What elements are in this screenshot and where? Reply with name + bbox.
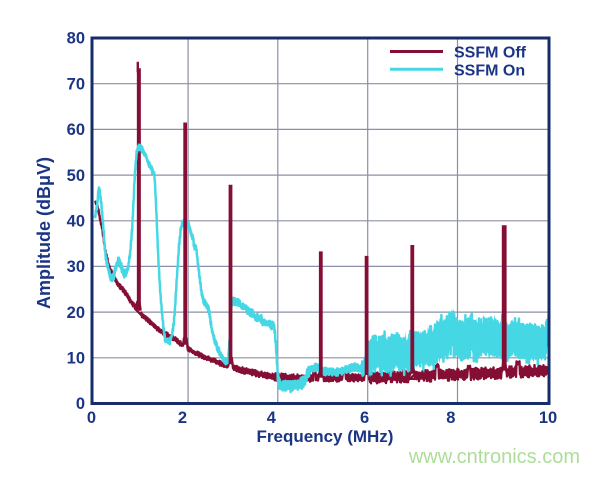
svg-text:50: 50 — [67, 167, 85, 185]
svg-text:60: 60 — [67, 121, 85, 139]
svg-text:SSFM On: SSFM On — [454, 62, 525, 79]
svg-text:40: 40 — [67, 212, 85, 230]
svg-text:10: 10 — [539, 409, 557, 427]
svg-text:4: 4 — [267, 409, 277, 427]
svg-text:2: 2 — [178, 409, 187, 427]
svg-text:Frequency (MHz): Frequency (MHz) — [257, 427, 394, 446]
svg-text:70: 70 — [67, 75, 85, 93]
svg-text:20: 20 — [67, 304, 85, 322]
svg-text:30: 30 — [67, 258, 85, 276]
svg-text:www.cntronics.com: www.cntronics.com — [408, 446, 580, 468]
svg-text:0: 0 — [87, 409, 96, 427]
svg-text:6: 6 — [360, 409, 369, 427]
svg-text:10: 10 — [67, 350, 85, 368]
svg-text:80: 80 — [67, 30, 85, 48]
svg-text:Amplitude (dBμV): Amplitude (dBμV) — [34, 157, 54, 309]
svg-text:8: 8 — [446, 409, 455, 427]
svg-text:SSFM Off: SSFM Off — [454, 45, 527, 62]
svg-text:0: 0 — [76, 395, 85, 413]
